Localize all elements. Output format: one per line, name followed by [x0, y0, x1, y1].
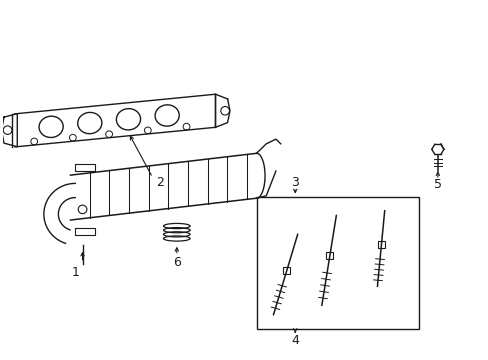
Text: 5: 5 — [433, 178, 441, 191]
Bar — [75, 164, 95, 171]
Bar — [377, 241, 384, 248]
Text: 2: 2 — [156, 176, 163, 189]
Bar — [283, 267, 290, 274]
Text: 6: 6 — [173, 256, 181, 269]
Text: 1: 1 — [71, 266, 79, 279]
Bar — [256, 197, 418, 329]
Text: 4: 4 — [291, 334, 299, 347]
Bar — [75, 228, 95, 235]
Text: 3: 3 — [291, 176, 299, 189]
Bar — [325, 252, 333, 260]
